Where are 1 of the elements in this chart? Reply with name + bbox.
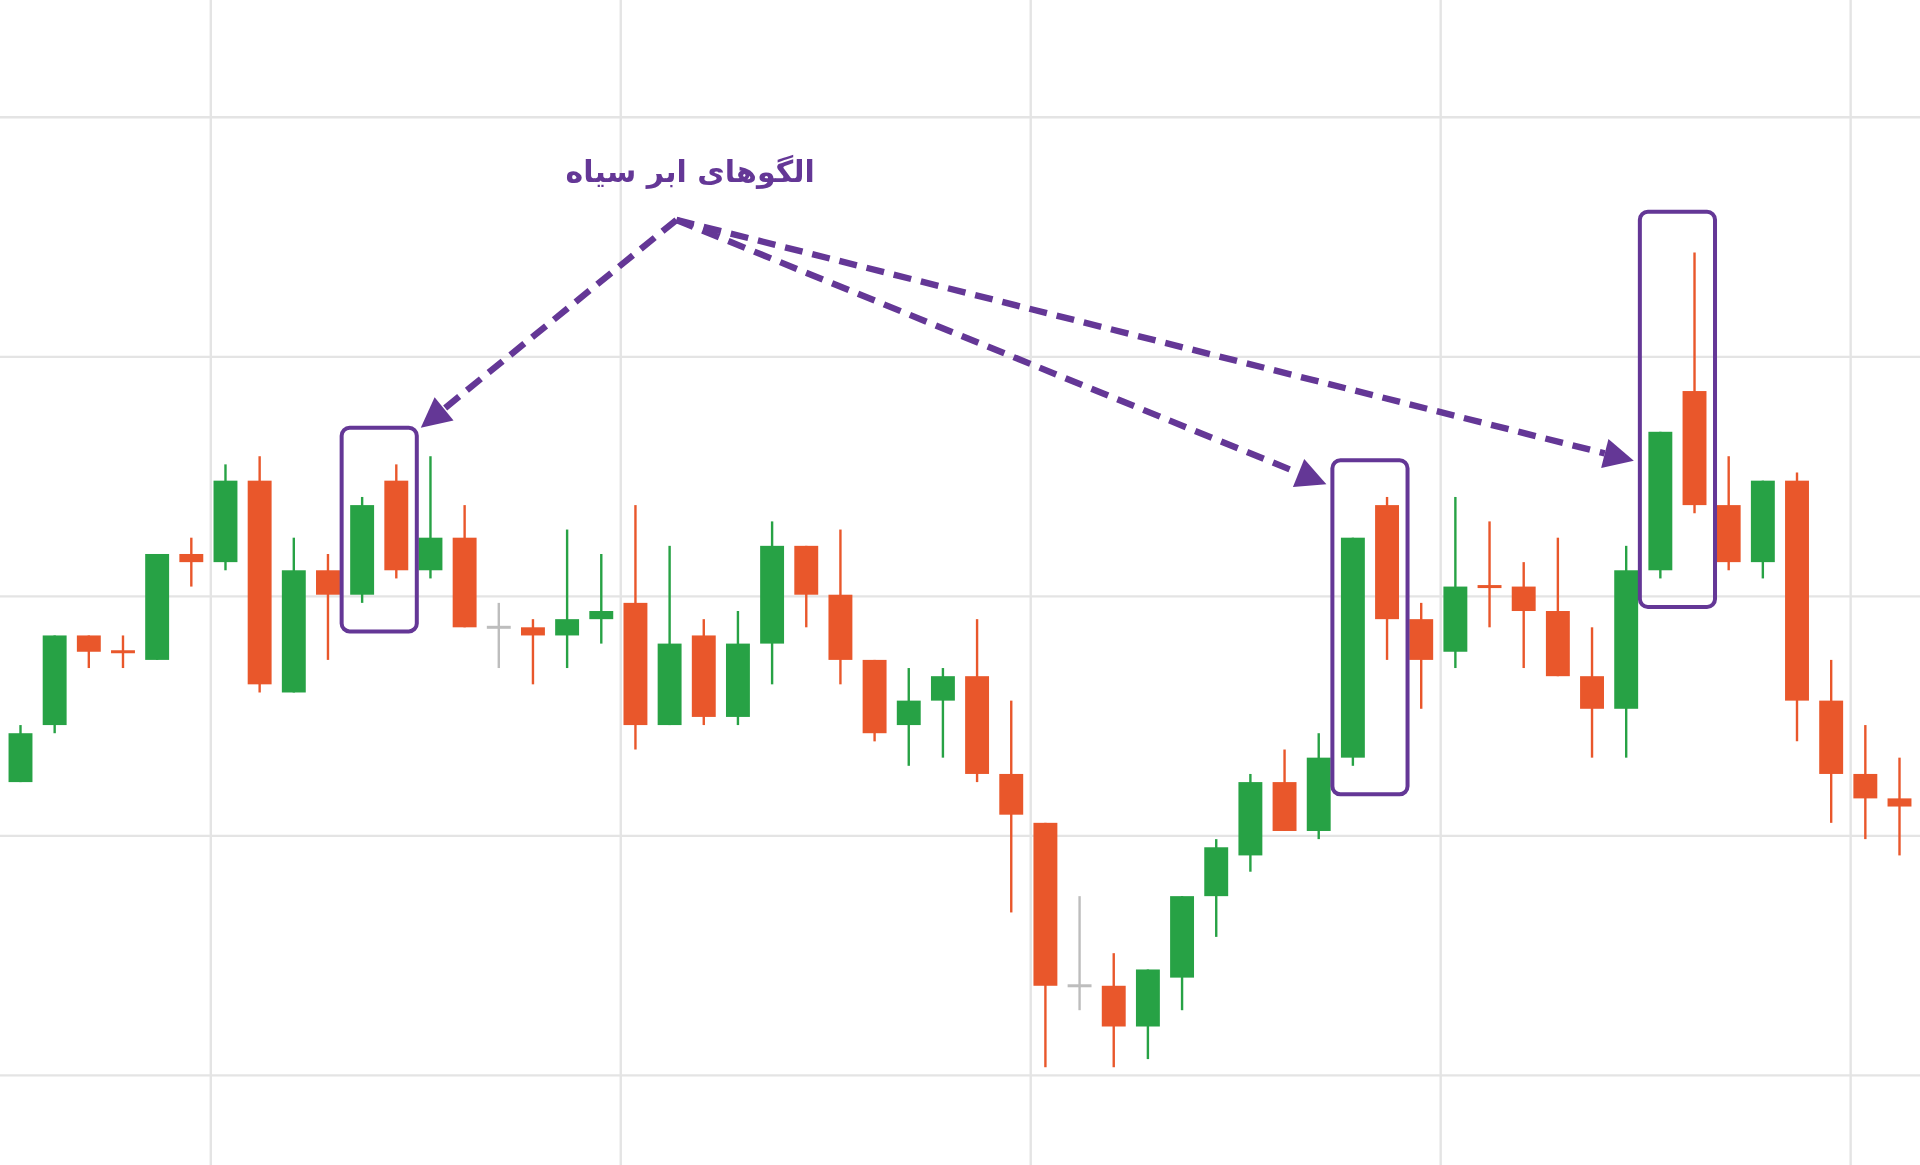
- text: الگوهای ابر سیاه: [565, 154, 815, 190]
